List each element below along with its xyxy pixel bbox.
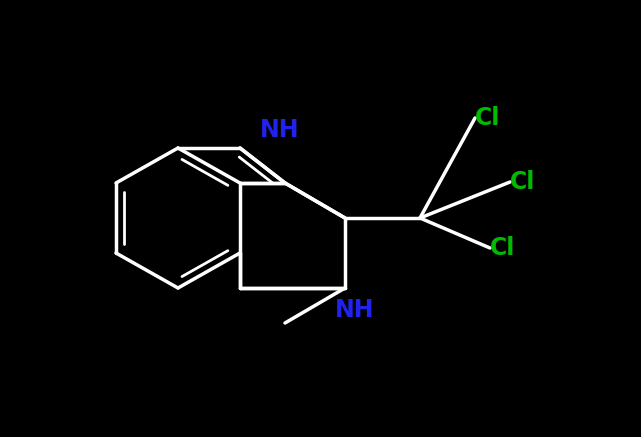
Text: NH: NH — [260, 118, 300, 142]
Text: Cl: Cl — [490, 236, 515, 260]
Text: NH: NH — [335, 298, 375, 322]
Text: Cl: Cl — [510, 170, 535, 194]
Text: Cl: Cl — [475, 106, 501, 130]
